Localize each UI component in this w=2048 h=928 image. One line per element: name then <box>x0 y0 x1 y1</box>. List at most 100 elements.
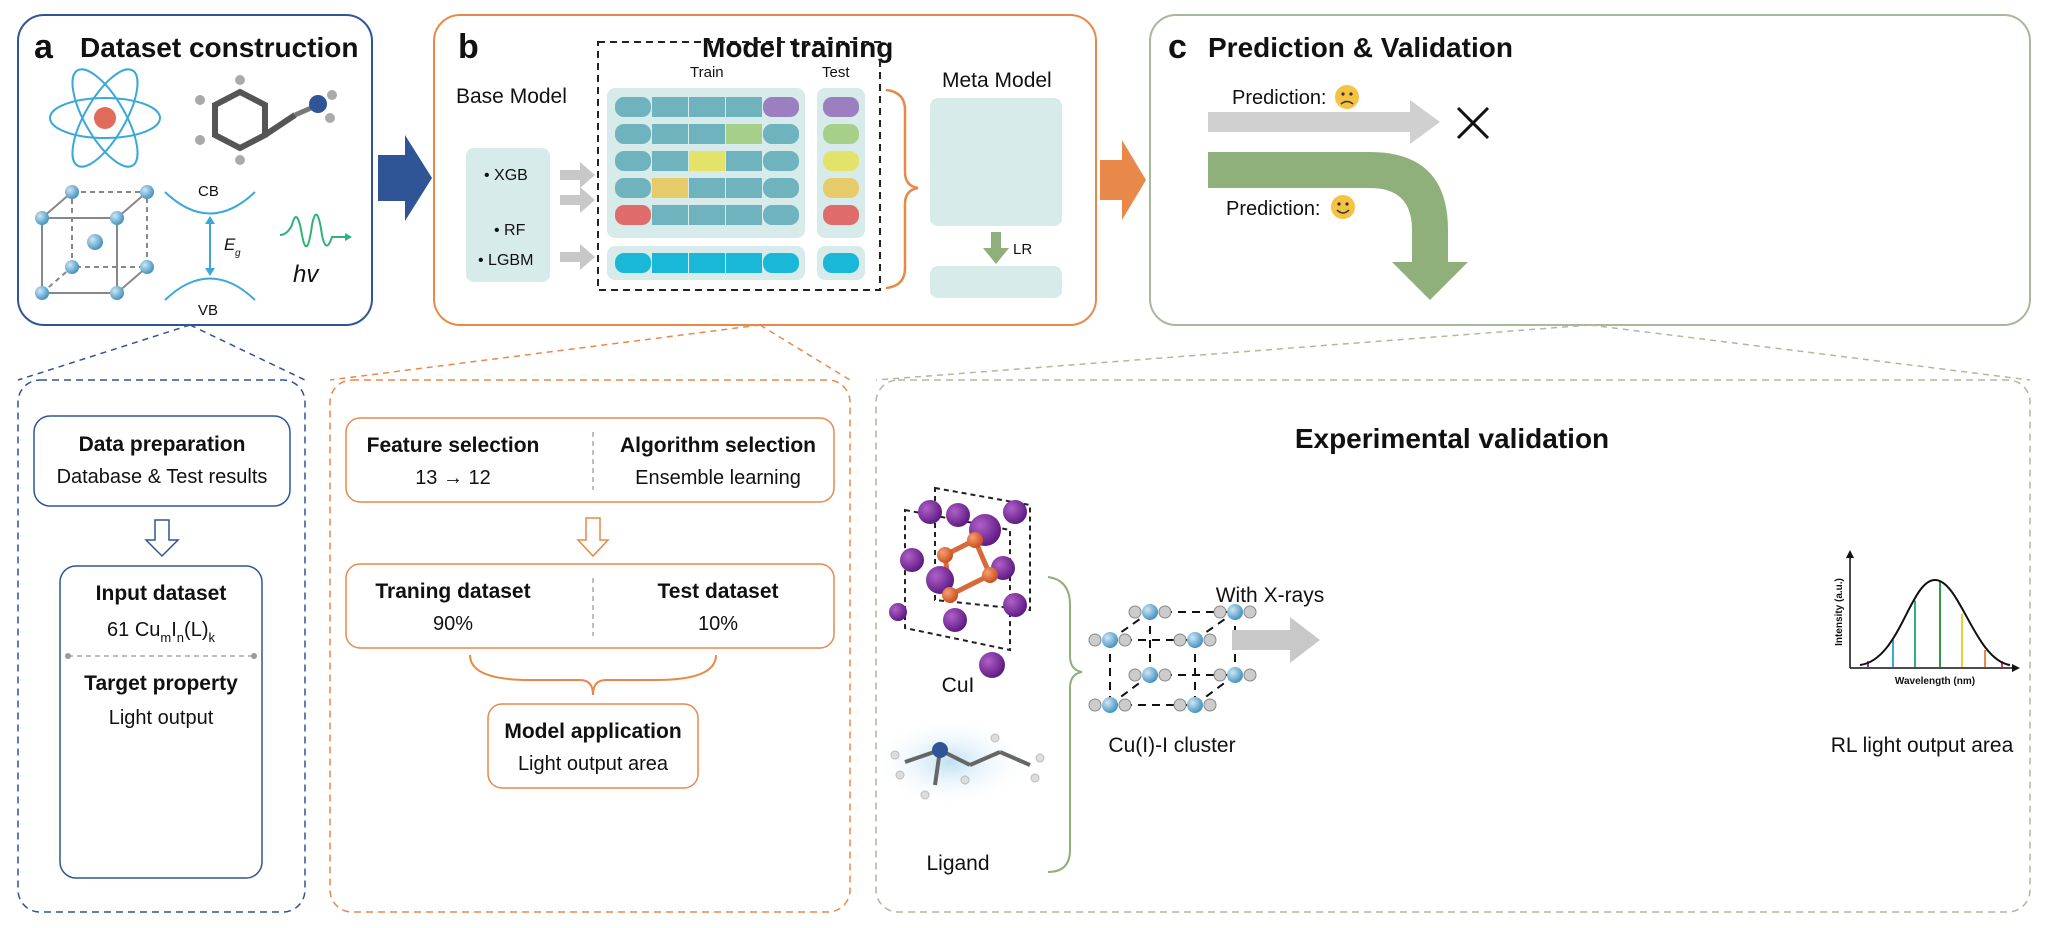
cv-dashed-box <box>597 41 881 291</box>
green-curved-arrow-icon <box>1208 152 1468 300</box>
ligand-molecule-icon <box>870 717 1045 807</box>
train-cell <box>689 178 725 198</box>
train-grid <box>615 97 859 273</box>
test-cell <box>823 178 859 198</box>
iodide-icon <box>1102 632 1118 648</box>
meta-model-label: Meta Model <box>942 69 1052 92</box>
lgbm-cell <box>615 253 651 273</box>
gray-prediction-arrow-icon <box>1208 100 1440 144</box>
cation-icon <box>1158 605 1172 619</box>
target-property-value: Light output <box>109 707 214 729</box>
down-arrow-icon <box>576 517 610 558</box>
hv-label: hv <box>293 261 320 288</box>
bottom-c-experimental-validation: Experimental validation CuI Ligand <box>870 379 2031 913</box>
cation-icon <box>1128 605 1142 619</box>
cation-icon <box>1088 698 1102 712</box>
model-application-value: Light output area <box>518 753 669 775</box>
brace-icon <box>1047 576 1083 873</box>
data-preparation-sub: Database & Test results <box>57 466 268 488</box>
orange-arrow-icon <box>1100 140 1146 220</box>
test-label: Test <box>822 64 850 81</box>
lgbm-cell <box>763 253 799 273</box>
cluster-lattice-icon <box>1088 604 1257 713</box>
lgbm-cell <box>689 253 725 273</box>
model-rf: • RF <box>494 222 526 239</box>
test-dataset-title: Test dataset <box>658 580 779 603</box>
panel-letter-c: c <box>1168 28 1187 66</box>
experimental-validation-title: Experimental validation <box>1295 423 1609 454</box>
train-cell <box>652 178 688 198</box>
prediction-bad-label: Prediction: <box>1232 87 1327 109</box>
cation-icon <box>1128 668 1142 682</box>
iodide-icon <box>1227 604 1243 620</box>
cation-icon <box>1088 633 1102 647</box>
panel-a-dataset-construction: a Dataset construction <box>17 14 373 326</box>
input-dataset-title: Input dataset <box>96 582 227 605</box>
arrow-icon <box>560 187 595 213</box>
train-cell <box>726 151 762 171</box>
cb-label: CB <box>198 183 219 200</box>
cation-icon <box>1173 633 1187 647</box>
feature-selection-title: Feature selection <box>367 434 540 457</box>
train-cell <box>763 97 799 117</box>
rl-light-output-label: RL light output area <box>1831 734 2014 757</box>
lgbm-cell <box>726 253 762 273</box>
molecule-icon <box>195 75 337 165</box>
cation-icon <box>1243 668 1257 682</box>
panel-letter-a: a <box>34 28 54 66</box>
cation-icon <box>1243 605 1257 619</box>
test-cell <box>823 205 859 225</box>
panel-letter-b: b <box>458 28 479 66</box>
y-axis-label: Intensity (a.u.) <box>1834 578 1845 646</box>
training-dataset-title: Traning dataset <box>375 580 530 603</box>
eg-subscript: g <box>235 248 241 259</box>
rl-spectrum-plot: Intensity (a.u.) Wavelength (nm) <box>1834 550 2020 687</box>
lr-label: LR <box>1013 241 1032 258</box>
cation-icon <box>1118 633 1132 647</box>
smile-face-icon <box>1331 195 1355 219</box>
cation-icon <box>1213 668 1227 682</box>
train-cell <box>652 124 688 144</box>
prediction-good-label: Prediction: <box>1226 198 1321 220</box>
input-dataset-formula: 61 CumIn(L)k <box>107 619 215 645</box>
down-arrow-icon <box>144 519 180 558</box>
train-cell <box>652 205 688 225</box>
blue-arrow-icon <box>378 135 432 221</box>
connector-lines <box>17 324 2031 381</box>
base-model-label: Base Model <box>456 85 567 108</box>
train-cell <box>689 97 725 117</box>
test-dataset-pct: 10% <box>698 613 738 635</box>
cation-icon <box>1118 698 1132 712</box>
bottom-b-training-details: Feature selection 13 → 12 Algorithm sele… <box>329 379 851 913</box>
arrow-icon <box>560 162 595 188</box>
iodide-icon <box>1142 604 1158 620</box>
brace-icon <box>885 88 919 290</box>
arrow-icon <box>560 244 595 270</box>
vb-label: VB <box>198 302 218 319</box>
cation-icon <box>1203 633 1217 647</box>
train-cell <box>763 124 799 144</box>
model-xgb: • XGB <box>484 167 528 184</box>
train-cell <box>763 151 799 171</box>
iodide-icon <box>1142 667 1158 683</box>
test-cell <box>823 151 859 171</box>
train-cell <box>763 205 799 225</box>
with-xrays-label: With X-rays <box>1216 584 1325 607</box>
train-cell <box>615 124 651 144</box>
base-model-box <box>466 148 550 282</box>
algorithm-selection-title: Algorithm selection <box>620 434 816 457</box>
train-cell <box>615 205 651 225</box>
train-cell <box>652 97 688 117</box>
panel-a-title: Dataset construction <box>80 32 359 63</box>
cation-icon <box>1173 698 1187 712</box>
train-cell <box>726 124 762 144</box>
train-cell <box>726 205 762 225</box>
panel-c-title: Prediction & Validation <box>1208 32 1513 63</box>
cation-icon <box>1158 668 1172 682</box>
lgbm-test-cell <box>823 253 859 273</box>
brace-icon <box>469 654 717 696</box>
train-cell <box>726 97 762 117</box>
feature-selection-value: 13 → 12 <box>415 467 491 489</box>
down-arrow-icon <box>983 232 1009 264</box>
